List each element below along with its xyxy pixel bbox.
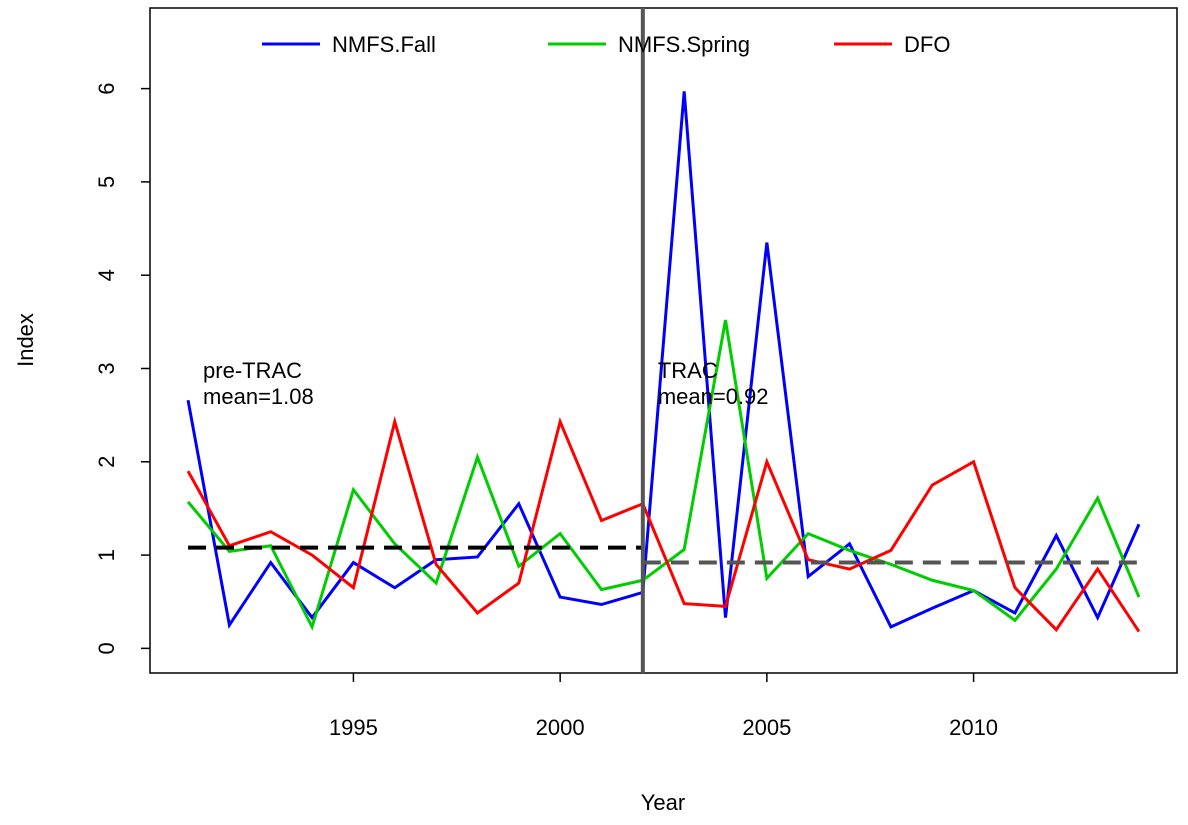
- legend-label: NMFS.Fall: [332, 32, 436, 57]
- x-tick-label: 1995: [329, 715, 378, 740]
- annotation: TRAC: [658, 358, 718, 383]
- legend-label: DFO: [904, 32, 950, 57]
- series-line: [186, 319, 1141, 631]
- annotation: pre-TRAC: [203, 358, 302, 383]
- x-tick-label: 2000: [536, 715, 585, 740]
- plot-box: [149, 7, 1178, 674]
- annotation: mean=0.92: [658, 384, 769, 409]
- y-tick-label: 0: [94, 642, 119, 654]
- y-tick-label: 6: [94, 82, 119, 94]
- legend-label: NMFS.Spring: [618, 32, 750, 57]
- y-tick-label: 3: [94, 362, 119, 374]
- y-tick-label: 2: [94, 456, 119, 468]
- y-axis-title: Index: [13, 313, 38, 367]
- annotation: mean=1.08: [203, 384, 314, 409]
- series-line: [186, 415, 1141, 633]
- x-tick-label: 2010: [949, 715, 998, 740]
- x-tick-label: 2005: [742, 715, 791, 740]
- y-tick-label: 4: [94, 269, 119, 281]
- y-tick-label: 5: [94, 176, 119, 188]
- y-tick-label: 1: [94, 549, 119, 561]
- x-axis-title: Year: [641, 790, 685, 815]
